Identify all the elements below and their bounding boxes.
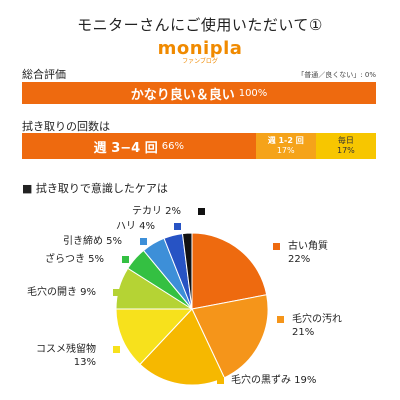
frequency-segment-label: 毎日 bbox=[337, 136, 354, 145]
overall-rating-segment: かなり良い＆良い 100% bbox=[22, 82, 376, 104]
pie-slice-label: 毛穴の開き 9% bbox=[27, 285, 96, 298]
frequency-segment-pct: 17% bbox=[336, 146, 355, 155]
frequency-segment: 週 3−4 回 66% bbox=[22, 133, 256, 159]
legend-swatch bbox=[277, 316, 284, 323]
pie-slice-label: 古い角質 22% bbox=[288, 239, 328, 265]
overall-rating-bar: かなり良い＆良い 100% bbox=[22, 82, 376, 104]
pie-slice-label: 引き締め 5% bbox=[63, 234, 122, 247]
pie-slice-label: コスメ残留物 13% bbox=[36, 342, 96, 368]
overall-rating-label: 総合評価 bbox=[22, 68, 66, 81]
brand-logo: monipla bbox=[157, 38, 243, 59]
legend-swatch bbox=[122, 256, 129, 263]
frequency-segment-pct: 17% bbox=[276, 146, 295, 155]
legend-swatch bbox=[113, 289, 120, 296]
frequency-segment-label: 週 3−4 回 bbox=[93, 140, 158, 156]
pie-slice bbox=[191, 232, 268, 310]
pie-slice bbox=[191, 294, 269, 379]
frequency-segment-pct: 66% bbox=[161, 140, 184, 152]
frequency-segment: 週 1-2 回 17% bbox=[255, 133, 316, 159]
care-chart-title: ■ 拭き取りで意識したケアは bbox=[22, 182, 168, 195]
frequency-segment-label: 週 1-2 回 bbox=[267, 136, 304, 145]
pie-slice-label: テカリ 2% bbox=[132, 205, 181, 217]
legend-swatch bbox=[217, 377, 224, 384]
pie-slice bbox=[115, 308, 194, 366]
pie-slice-label: 毛穴の黒ずみ 19% bbox=[231, 373, 316, 386]
pie-slice-label: ハリ 4% bbox=[116, 221, 155, 232]
frequency-segment: 毎日 17% bbox=[315, 133, 376, 159]
page-title: モニターさんにご使用いただいて① bbox=[77, 16, 323, 34]
brand-logo-subtitle: ファンブログ bbox=[182, 58, 218, 65]
pie-slice-label: 毛穴の汚れ 21% bbox=[292, 312, 342, 338]
legend-swatch bbox=[140, 238, 147, 245]
overall-rating-segment-pct: 100% bbox=[238, 87, 268, 99]
legend-swatch bbox=[273, 243, 280, 250]
frequency-label: 拭き取りの回数は bbox=[22, 120, 110, 133]
legend-swatch bbox=[198, 208, 205, 215]
legend-swatch bbox=[174, 223, 181, 230]
frequency-bar: 週 3−4 回 66% 週 1-2 回 17% 毎日 17% bbox=[22, 133, 376, 159]
pie-slice-label: ざらつき 5% bbox=[45, 252, 104, 265]
overall-rating-segment-label: かなり良い＆良い bbox=[130, 87, 235, 103]
overall-rating-note: 「普通／良くない」: 0% bbox=[297, 71, 376, 79]
legend-swatch bbox=[113, 346, 120, 353]
pie-slice bbox=[181, 232, 193, 310]
